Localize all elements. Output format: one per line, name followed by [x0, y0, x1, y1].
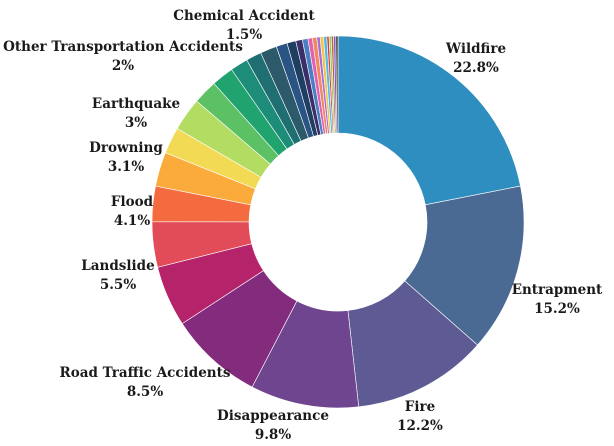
slice-minor-29	[335, 35, 339, 134]
label-landslide: Landslide	[81, 258, 154, 274]
value-fire: 12.2%	[397, 418, 443, 434]
label-other-transportation-accidents: Other Transportation Accidents	[3, 39, 243, 55]
value-entrapment: 15.2%	[534, 301, 580, 317]
label-entrapment: Entrapment	[512, 282, 603, 298]
label-chemical-accident: Chemical Accident	[173, 8, 315, 24]
value-flood: 4.1%	[114, 213, 150, 229]
value-wildfire: 22.8%	[453, 60, 499, 76]
chart-slices	[151, 35, 525, 409]
label-earthquake: Earthquake	[92, 96, 180, 112]
slice-entrapment	[404, 185, 525, 346]
label-wildfire: Wildfire	[445, 41, 506, 57]
value-earthquake: 3%	[125, 115, 147, 131]
value-chemical-accident: 1.5%	[226, 27, 262, 43]
label-road-traffic-accidents: Road Traffic Accidents	[60, 365, 231, 381]
value-disappearance: 9.8%	[255, 427, 291, 443]
value-road-traffic-accidents: 8.5%	[127, 384, 163, 400]
label-drowning: Drowning	[89, 140, 163, 156]
label-flood: Flood	[111, 194, 154, 210]
value-drowning: 3.1%	[108, 159, 144, 175]
value-landslide: 5.5%	[100, 277, 136, 293]
label-fire: Fire	[405, 399, 435, 415]
slice-wildfire	[337, 35, 521, 206]
label-disappearance: Disappearance	[217, 408, 329, 424]
chart-labels: Wildfire 22.8% Entrapment 15.2% Fire 12.2% Dis…	[3, 8, 603, 443]
value-other-transportation-accidents: 2%	[112, 58, 134, 74]
